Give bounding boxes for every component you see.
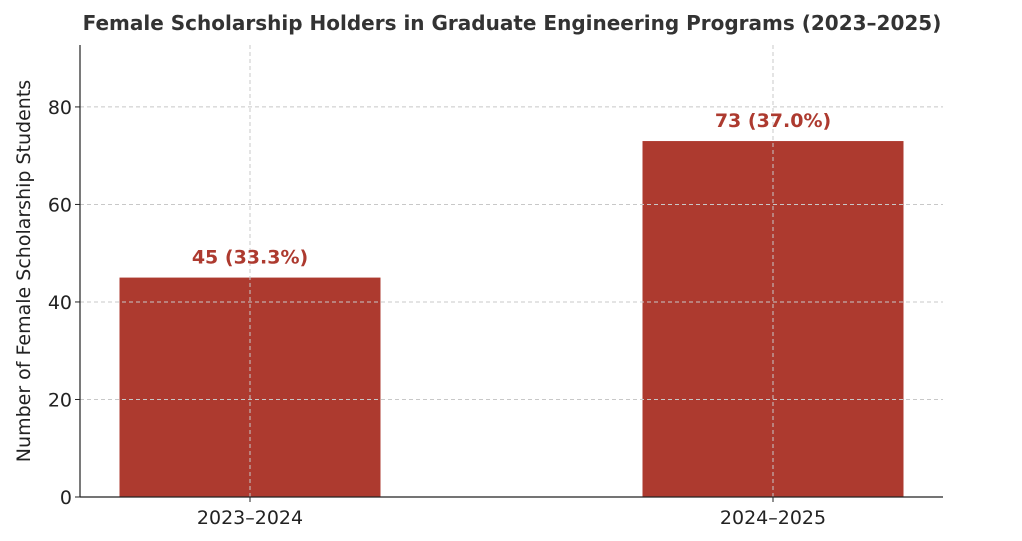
x-tick-label: 2024–2025 (720, 507, 826, 529)
data-label: 45 (33.3%) (192, 247, 308, 269)
y-tick-label: 80 (48, 97, 72, 119)
y-tick-label: 60 (48, 194, 72, 216)
y-tick-label: 20 (48, 389, 72, 411)
bar-2023–2024 (119, 277, 381, 497)
chart-title: Female Scholarship Holders in Graduate E… (83, 11, 942, 35)
x-tick-label: 2023–2024 (197, 507, 303, 529)
y-tick-label: 40 (48, 292, 72, 314)
y-axis-label: Number of Female Scholarship Students (13, 80, 35, 462)
y-tick-label: 0 (60, 487, 72, 509)
data-label: 73 (37.0%) (715, 110, 831, 132)
